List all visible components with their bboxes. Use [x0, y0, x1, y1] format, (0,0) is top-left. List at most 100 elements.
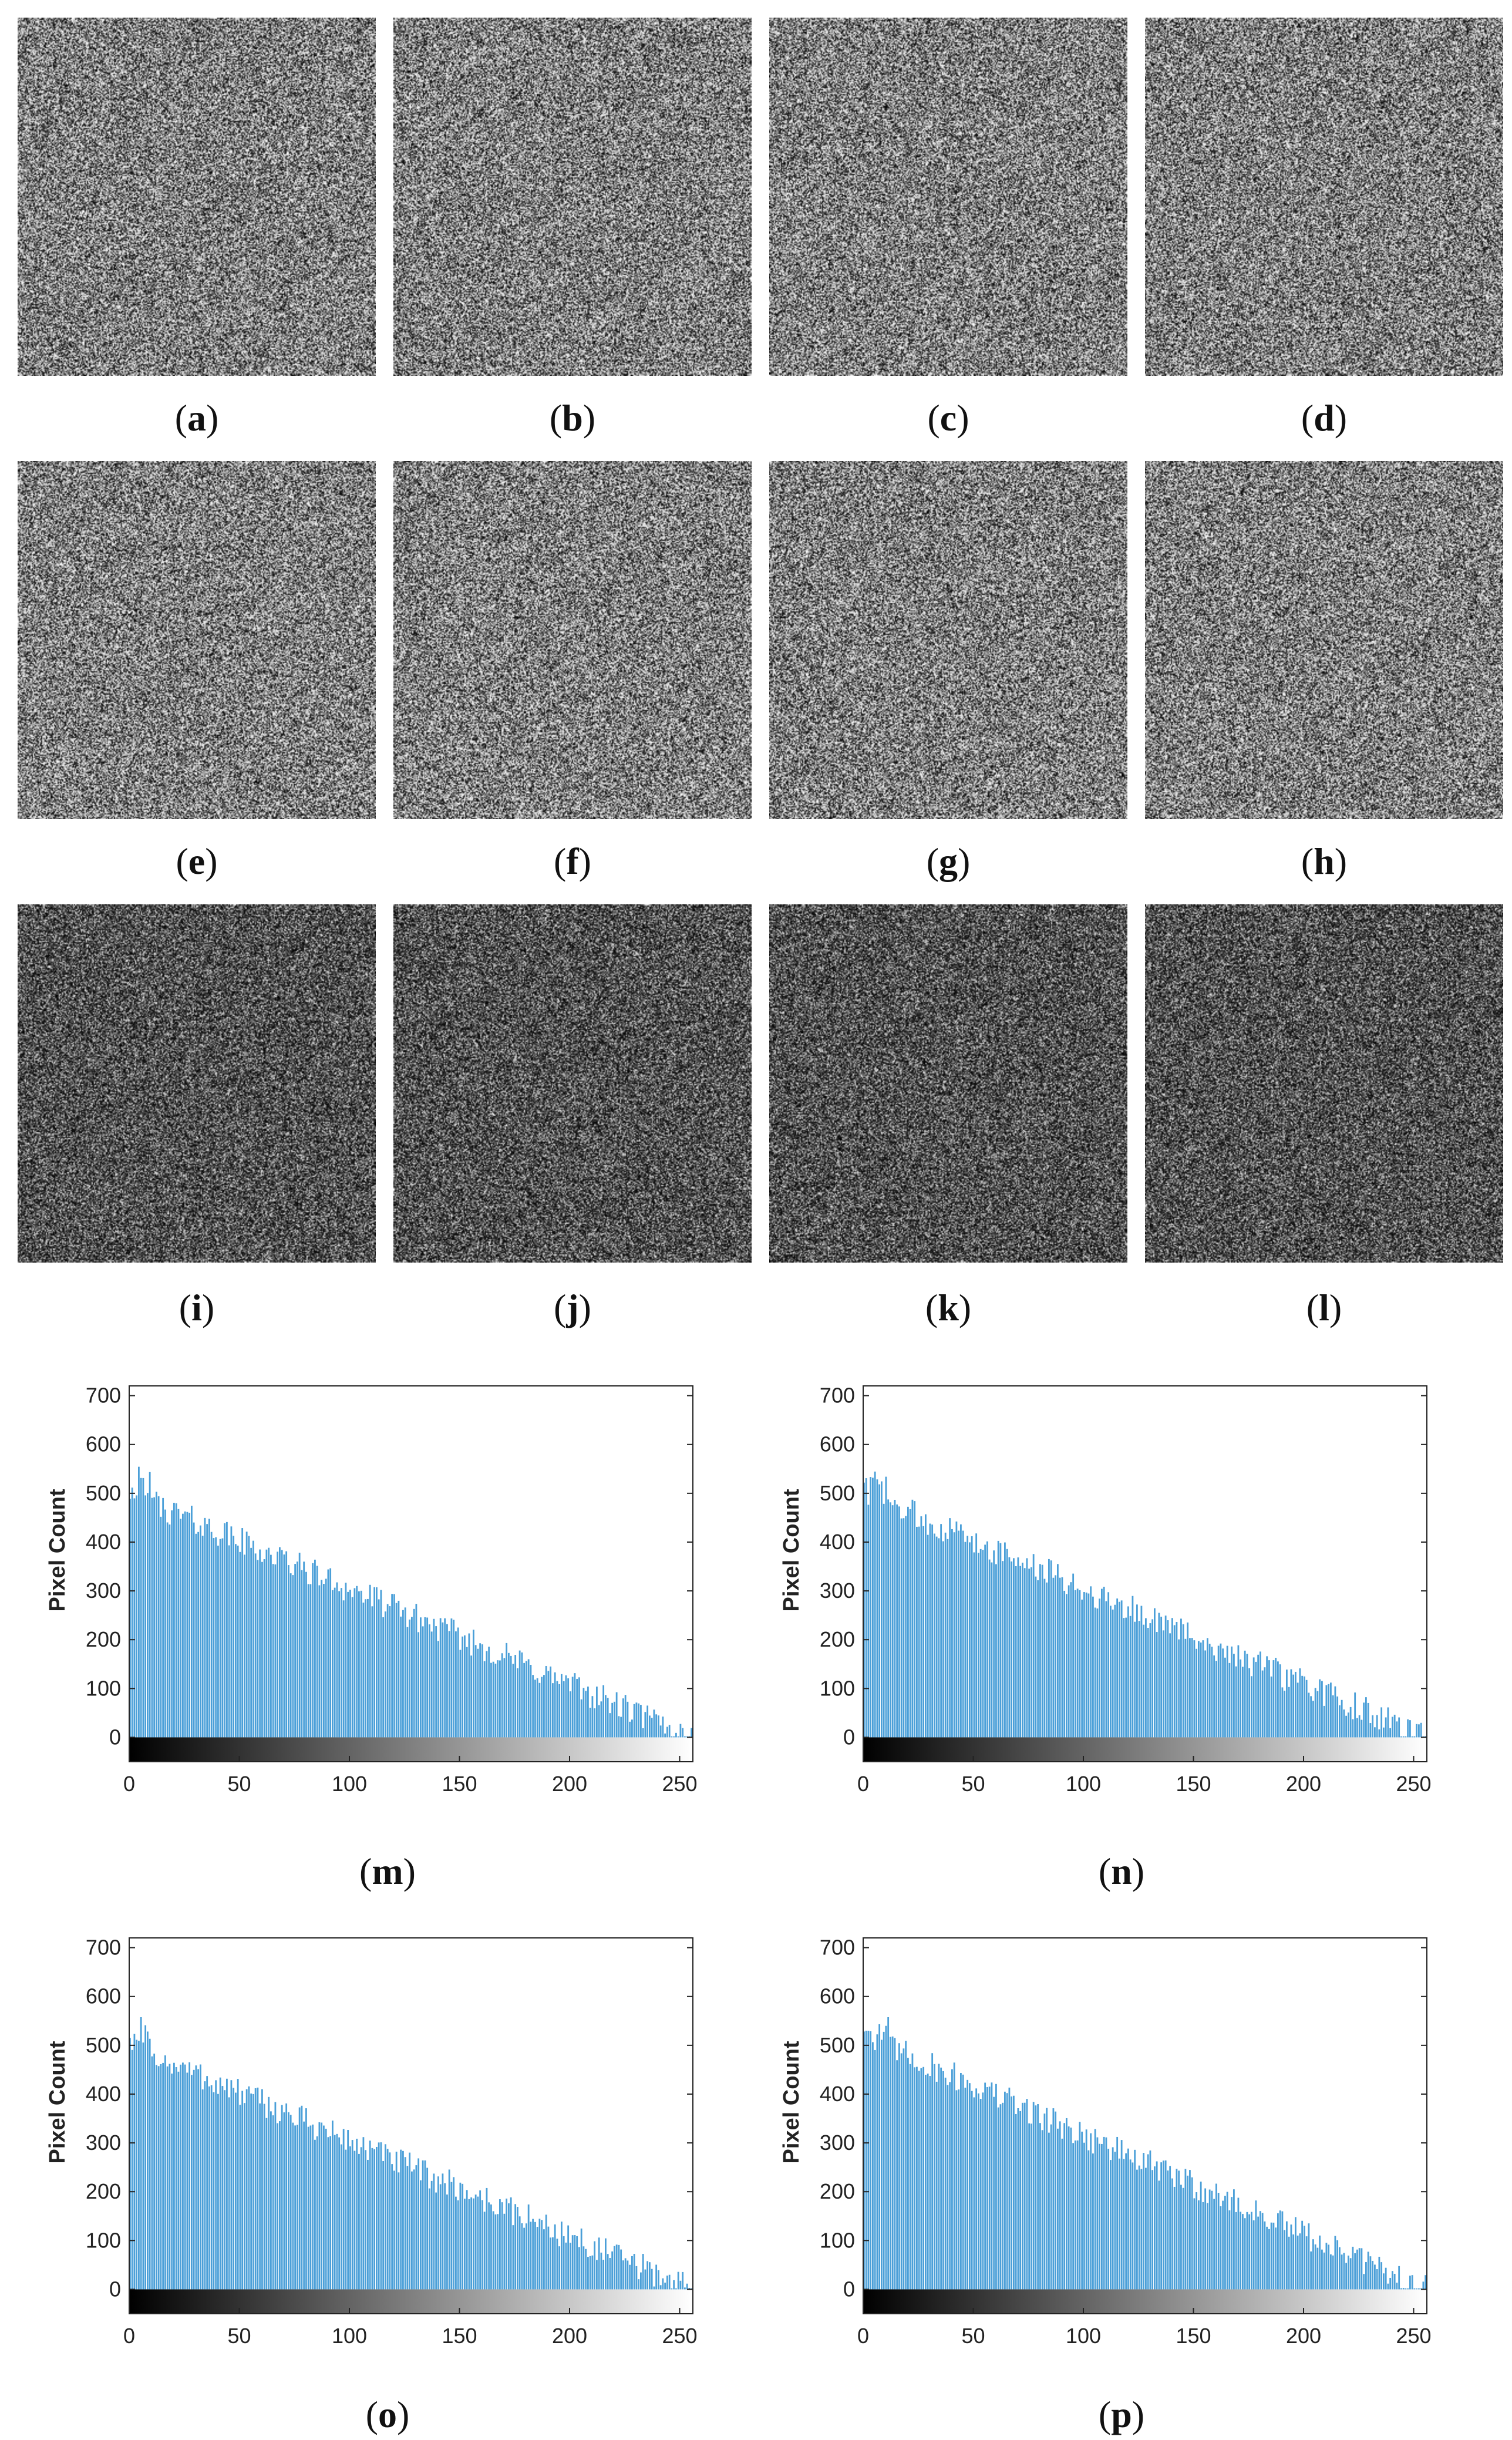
histogram-bar	[245, 1532, 248, 1738]
histogram-bar	[1369, 2256, 1372, 2290]
histogram-bar	[1358, 1715, 1361, 1738]
histogram-bar	[272, 1564, 274, 1738]
histogram-bar	[1211, 2190, 1213, 2290]
histogram-bar	[523, 2227, 526, 2290]
histogram-bar	[631, 1719, 633, 1738]
histogram-bar	[655, 2264, 658, 2290]
histogram-bar	[129, 2038, 131, 2290]
histogram-bar	[1385, 2267, 1387, 2290]
histogram-bar	[411, 2171, 413, 2290]
histogram-bar	[1145, 2168, 1147, 2290]
histogram-bar	[1180, 2185, 1182, 2290]
histogram-bar	[450, 2182, 453, 2290]
histogram-bar	[307, 1584, 309, 1738]
histogram-bar	[675, 2288, 677, 2290]
histogram-bar	[173, 1502, 175, 1738]
histogram-bar	[144, 1495, 147, 1738]
histogram-bar	[309, 1584, 312, 1738]
histogram-bar	[312, 1563, 314, 1738]
histogram-m: 0 100 200 300 400 500 600 700 0 50 100 150 200 250 Pix…	[45, 1384, 698, 1796]
histogram-bar	[1180, 1618, 1182, 1738]
histogram-bar	[1213, 2199, 1215, 2290]
histogram-bar	[1158, 1613, 1160, 1738]
histogram-bar	[558, 2246, 561, 2290]
histogram-bar	[367, 1598, 369, 1738]
histogram-bar	[935, 1536, 938, 1738]
histogram-bar	[934, 2064, 935, 2290]
histogram-bar	[973, 1552, 975, 1738]
histogram-bar	[297, 2125, 298, 2290]
histogram-bar	[1231, 1646, 1233, 1738]
histogram-bar	[1136, 2169, 1138, 2290]
histogram-bar	[867, 1505, 870, 1738]
histogram-bar	[386, 2149, 389, 2290]
histogram-bar	[1222, 2200, 1224, 2290]
x-tick-label: 250	[662, 2324, 697, 2348]
histogram-bar	[248, 2086, 250, 2290]
histogram-bar	[600, 1701, 602, 1738]
y-tick-label: 700	[820, 1936, 855, 1960]
histogram-bar	[1261, 2213, 1264, 2290]
histogram-bar	[301, 2105, 303, 2290]
histogram-bar	[200, 2064, 201, 2290]
histogram-bar	[1103, 1586, 1105, 1738]
histogram-bar	[644, 1712, 646, 1738]
y-tick-label: 700	[820, 1384, 855, 1408]
histogram-bar	[1039, 2123, 1041, 2290]
noise-image-d	[1145, 18, 1503, 376]
histogram-bar	[1240, 2212, 1242, 2290]
histogram-bar	[446, 1624, 448, 1738]
x-tick-label: 50	[961, 1772, 985, 1796]
histogram-bar	[292, 2122, 294, 2290]
histogram-bar	[1316, 1691, 1319, 1738]
histogram-bar	[653, 1709, 655, 1738]
plot-frame	[863, 1937, 1427, 2314]
histogram-bar	[215, 2080, 217, 2290]
histogram-bar	[413, 1608, 415, 1738]
y-tick-label: 100	[86, 1676, 121, 1700]
histogram-bar	[1099, 2143, 1101, 2290]
histogram-bar	[241, 1528, 244, 1738]
histogram-bar	[1002, 1561, 1004, 1738]
histogram-bar	[430, 2180, 433, 2290]
histogram-bar	[455, 1631, 457, 1738]
histogram-bar	[1244, 2218, 1246, 2290]
histogram-bar	[574, 2235, 576, 2290]
histogram-bar	[1418, 2288, 1420, 2290]
histogram-bar	[640, 2272, 642, 2290]
histogram-bar	[131, 1487, 133, 1738]
histogram-bar	[257, 2087, 259, 2290]
histogram-bar	[570, 1691, 571, 1738]
histogram-bar	[136, 1495, 138, 1738]
x-tick-label: 50	[961, 2324, 985, 2348]
histogram-bar	[153, 2054, 156, 2290]
caption-m: (m)	[359, 1850, 416, 1892]
histogram-bar	[600, 2252, 602, 2290]
histogram-bar	[1252, 2220, 1255, 2290]
histogram-bar	[230, 2080, 233, 2290]
histogram-bar	[1387, 1707, 1389, 1738]
histogram-bar	[1132, 2162, 1134, 2290]
histogram-bar	[235, 1544, 237, 1738]
histogram-bar	[526, 2223, 527, 2290]
histogram-bar	[197, 2069, 200, 2290]
histogram-bar	[1356, 1718, 1358, 1738]
histogram-bar	[1208, 2189, 1211, 2290]
histogram-bar	[1066, 1594, 1068, 1738]
histogram-bar	[949, 2082, 951, 2290]
histogram-bar	[1143, 1624, 1145, 1738]
histogram-bar	[351, 1597, 353, 1738]
histogram-bar	[1127, 2148, 1129, 2290]
histogram-bar	[314, 2139, 316, 2290]
histogram-bar	[506, 2198, 508, 2290]
histogram-bar	[1063, 1590, 1066, 1738]
histogram-bar	[453, 1620, 455, 1738]
histogram-bar	[162, 1497, 164, 1738]
histogram-bar	[305, 2108, 307, 2290]
histogram-bar	[1242, 2214, 1244, 2290]
histogram-bar	[1405, 2288, 1407, 2290]
histogram-bar	[474, 2195, 477, 2290]
histogram-bar	[682, 2271, 684, 2290]
histogram-bar	[1217, 1645, 1220, 1738]
histogram-bar	[1363, 2274, 1365, 2290]
